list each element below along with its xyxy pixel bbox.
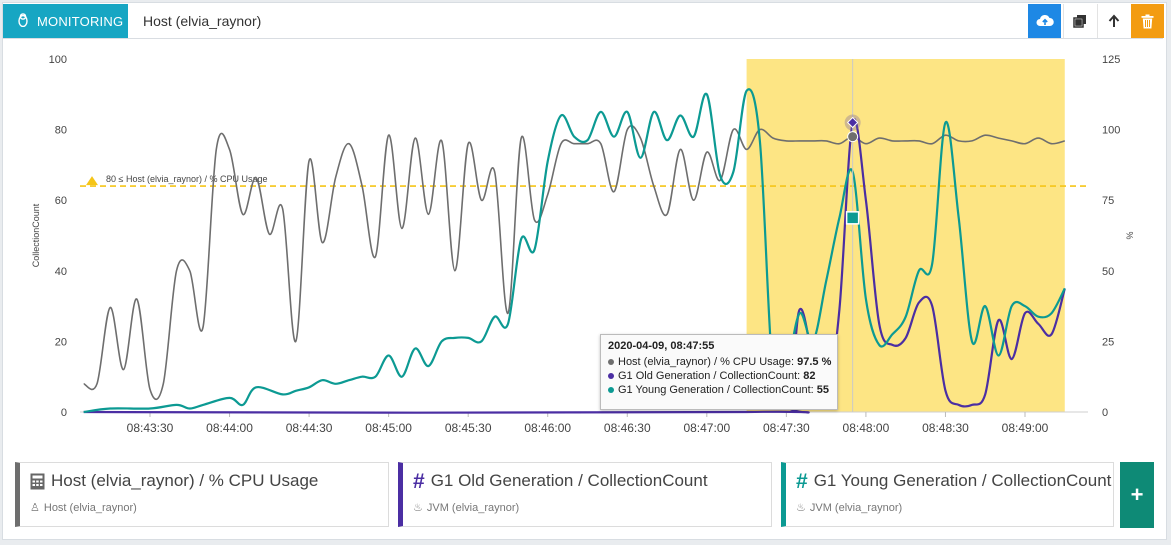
tooltip-row-cpu: Host (elvia_raynor) / % CPU Usage: 97.5 … bbox=[608, 356, 837, 368]
y2-tick-label: 125 bbox=[1102, 54, 1120, 66]
y-tick-label: 80 bbox=[55, 125, 67, 137]
top-bar: MONITORING Host (elvia_raynor) bbox=[3, 4, 1164, 39]
series-card-cpu[interactable]: Host (elvia_raynor) / % CPU Usage ♙ Host … bbox=[15, 462, 389, 527]
x-tick-label: 08:44:00 bbox=[206, 421, 253, 435]
y-tick-label: 40 bbox=[55, 266, 67, 278]
series-card-subtitle: Host (elvia_raynor) bbox=[43, 501, 137, 514]
series-card-old-gen[interactable]: # G1 Old Generation / CollectionCount ♨ JV… bbox=[398, 462, 772, 527]
upload-button[interactable] bbox=[1097, 4, 1130, 38]
hash-icon: # bbox=[413, 469, 425, 493]
y2-axis-title: % bbox=[1125, 231, 1135, 239]
metrics-chart: 80 ≤ Host (elvia_raynor) / % CPU Usage 0 2… bbox=[31, 54, 1135, 435]
y-tick-label: 60 bbox=[55, 195, 67, 207]
x-tick-label: 08:46:30 bbox=[604, 421, 651, 435]
cpu-marker bbox=[847, 131, 859, 143]
x-tick-label: 08:45:30 bbox=[445, 421, 492, 435]
series-card-title: G1 Young Generation / CollectionCount bbox=[813, 471, 1112, 490]
series-card-title: Host (elvia_raynor) / % CPU Usage bbox=[51, 471, 319, 490]
linux-penguin-icon bbox=[17, 12, 29, 30]
java-icon: ♨ bbox=[413, 502, 423, 514]
delete-button[interactable] bbox=[1131, 4, 1164, 38]
y-tick-label: 100 bbox=[49, 54, 67, 66]
cpu-usage-line bbox=[83, 125, 1066, 401]
cloud-upload-button[interactable] bbox=[1028, 4, 1061, 38]
threshold-label: 80 ≤ Host (elvia_raynor) / % CPU Usage bbox=[106, 174, 268, 184]
y2-tick-label: 0 bbox=[1102, 407, 1108, 419]
y-tick-label: 20 bbox=[55, 336, 67, 348]
java-icon: ♨ bbox=[796, 502, 806, 514]
y2-tick-label: 100 bbox=[1102, 125, 1120, 137]
cloud-upload-icon bbox=[1036, 14, 1054, 26]
upload-arrow-icon bbox=[1108, 14, 1120, 27]
series-card-subtitle: JVM (elvia_raynor) bbox=[426, 501, 520, 514]
old-gen-marker bbox=[846, 116, 859, 129]
x-tick-label: 08:45:00 bbox=[365, 421, 412, 435]
cpu-dot bbox=[608, 359, 614, 366]
chart-tooltip: 2020-04-09, 08:47:55 Host (elvia_raynor)… bbox=[600, 334, 838, 410]
hash-icon: # bbox=[796, 469, 808, 493]
x-tick-label: 08:48:00 bbox=[843, 421, 890, 435]
y2-tick-label: 75 bbox=[1102, 195, 1114, 207]
young-gen-marker bbox=[845, 211, 860, 225]
add-series-button[interactable]: + bbox=[1120, 462, 1154, 528]
copy-icon bbox=[1073, 15, 1086, 28]
y2-tick-label: 25 bbox=[1102, 336, 1114, 348]
x-tick-label: 08:49:00 bbox=[1002, 421, 1049, 435]
x-tick-label: 08:48:30 bbox=[922, 421, 969, 435]
tooltip-date: 2020-04-09, 08:47:55 bbox=[608, 340, 715, 352]
tooltip-row-young-gen: G1 Young Generation / CollectionCount: 5… bbox=[608, 384, 837, 396]
monitoring-tab[interactable]: MONITORING bbox=[3, 4, 128, 38]
x-tick-label: 08:44:30 bbox=[286, 421, 333, 435]
x-tick-label: 08:47:00 bbox=[683, 421, 730, 435]
series-cards: Host (elvia_raynor) / % CPU Usage ♙ Host … bbox=[0, 462, 1171, 530]
x-tick-label: 08:47:30 bbox=[763, 421, 810, 435]
young-gen-dot bbox=[608, 387, 614, 394]
trash-icon bbox=[1141, 14, 1154, 28]
series-card-subtitle: JVM (elvia_raynor) bbox=[809, 501, 903, 514]
tooltip-row-old-gen: G1 Old Generation / CollectionCount: 82 bbox=[608, 370, 837, 382]
linux-penguin-icon: ♙ bbox=[30, 502, 40, 514]
y-tick-label: 0 bbox=[61, 407, 67, 419]
young-gen-line bbox=[83, 88, 1066, 414]
y2-tick-label: 50 bbox=[1102, 266, 1114, 278]
old-gen-dot bbox=[608, 373, 614, 380]
warning-icon bbox=[86, 176, 98, 186]
x-tick-label: 08:46:00 bbox=[524, 421, 571, 435]
copy-button[interactable] bbox=[1063, 4, 1096, 38]
x-tick-label: 08:43:30 bbox=[127, 421, 174, 435]
page-title: Host (elvia_raynor) bbox=[143, 13, 262, 29]
monitoring-tab-label: MONITORING bbox=[37, 13, 124, 29]
calculator-icon bbox=[30, 473, 45, 489]
y-axis-title: CollectionCount bbox=[31, 203, 41, 267]
series-card-title: G1 Old Generation / CollectionCount bbox=[430, 471, 708, 490]
series-card-young-gen[interactable]: # G1 Young Generation / CollectionCount ♨… bbox=[781, 462, 1114, 527]
